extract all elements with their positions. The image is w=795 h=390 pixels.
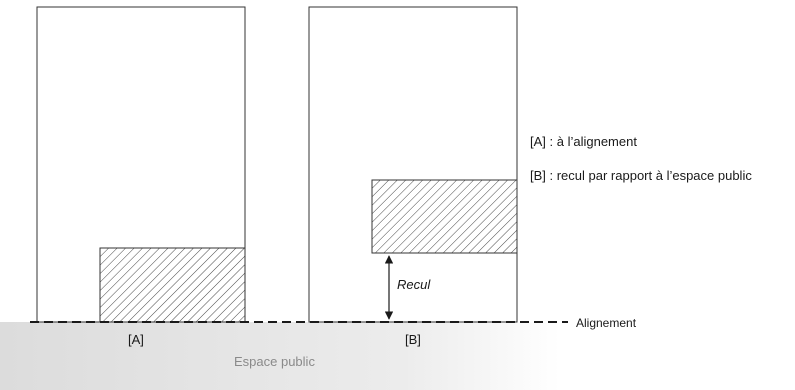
building-a [99, 247, 246, 323]
building-b [371, 179, 518, 254]
parcel-b [308, 6, 518, 323]
legend-b: [B] : recul par rapport à l’espace publi… [530, 168, 752, 183]
label-b: [B] [405, 332, 421, 347]
recul-label: Recul [397, 277, 431, 292]
label-a: [A] [128, 332, 144, 347]
alignement-label: Alignement [576, 316, 637, 330]
public-space-area [0, 322, 560, 390]
espace-public-label: Espace public [234, 354, 315, 369]
legend-a: [A] : à l’alignement [530, 134, 637, 149]
